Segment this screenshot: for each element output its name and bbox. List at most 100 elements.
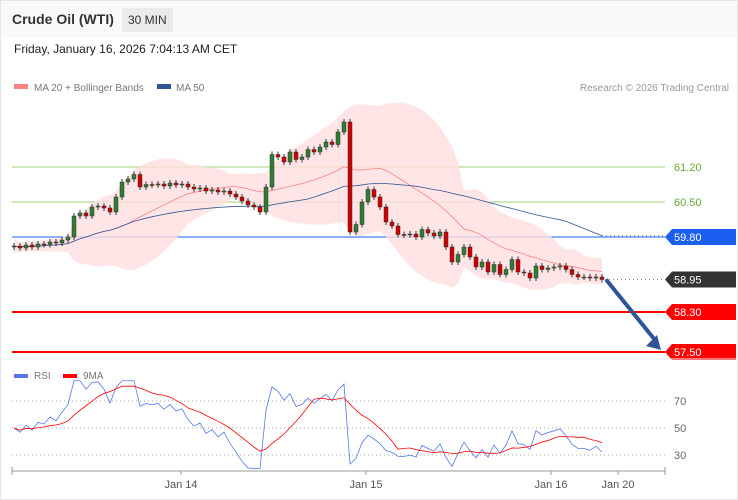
candle-body [179,183,185,186]
rsi-level-label: 70 [674,396,686,408]
candle-body [383,206,389,223]
candle-body [287,151,293,163]
candle-body [581,276,587,279]
candle-body [479,261,485,268]
candle-body [467,246,473,258]
pivot-price-tag [665,229,736,245]
forecast-arrow [604,278,657,342]
candle-body [191,186,197,190]
candle-body [263,186,269,213]
candle-body [431,232,437,237]
rsi-legend-swatch [14,374,28,378]
candle-body [293,151,299,160]
candle-body [41,243,47,246]
candle-body [557,265,563,268]
last-price-label: 58.95 [674,275,702,287]
candle-body [341,121,347,133]
bollinger-band [14,102,602,291]
rsi-line [13,380,603,469]
candle-body [53,241,59,244]
candle-body [317,146,323,153]
candle-body [11,245,17,248]
candle-body [245,200,251,206]
ma50-legend-swatch [157,84,171,89]
candle-body [497,264,503,275]
candle-body [509,259,515,270]
candle-body [131,174,137,180]
candle-body [413,233,419,238]
candle-body [575,274,581,278]
candle-body [539,265,545,270]
rsi-level-label: 50 [674,423,686,435]
rsi-ma-line [13,385,603,454]
candle-body [35,243,41,248]
candle-body [203,187,209,192]
candle-body [173,182,179,186]
candle-body [113,196,119,213]
candle-body [503,269,509,275]
candle-body [107,207,113,213]
candle-body [269,154,275,188]
time-label: Jan 15 [349,479,382,491]
candle-body [401,234,407,236]
bb-legend-swatch [14,84,28,89]
candle-body [593,276,599,279]
candle-body [461,246,467,255]
candle-body [29,244,35,248]
resistance-label: 61.20 [674,162,702,174]
candle-body [77,212,83,217]
candle-body [185,183,191,188]
candle-body [545,267,551,270]
candle-body [47,241,53,245]
ma50-line [13,183,603,248]
candle-body [95,205,101,208]
candle-body [143,184,149,188]
rsi-legend-label: RSI [34,371,51,382]
candle-body [233,193,239,198]
candle-body [161,183,167,187]
time-label: Jan 16 [534,479,567,491]
candle-body [305,149,311,158]
candle-body [125,178,131,183]
candle-body [359,201,365,225]
candle-body [149,184,155,186]
support-price-label: 57.50 [674,347,702,359]
ma9-legend-label: 9MA [83,371,104,382]
candle-body [311,149,317,153]
candle-body [197,187,203,190]
candle-body [323,141,329,148]
bb-legend-label: MA 20 + Bollinger Bands [34,83,144,94]
ma50-legend-label: MA 50 [176,83,205,94]
candle-body [155,183,161,186]
candle-body [473,256,479,268]
candle-body [569,269,575,275]
candle-body [101,205,107,209]
candle-body [353,224,359,233]
candle-body [491,264,497,273]
candle-body [89,206,95,217]
candle-body [389,221,395,227]
instrument-title: Crude Oil (WTI) [12,11,114,27]
candle-body [425,229,431,234]
candle-body [377,196,383,208]
support-price-label: 58.30 [674,307,702,319]
candle-body [17,245,23,249]
pivot-price-label: 59.80 [674,232,702,244]
last-price-tag [665,271,736,288]
candle-body [257,206,263,213]
datetime-label: Friday, January 16, 2026 7:04:13 AM CET [14,42,238,56]
credit-text: Research © 2026 Trading Central [580,83,729,94]
candle-body [215,189,221,193]
candle-body [485,261,491,273]
candle-body [527,272,533,279]
candle-body [71,215,77,238]
candle-body [299,156,305,160]
candle-body [227,190,233,195]
candle-body [23,244,29,249]
candle-body [239,196,245,202]
timeframe-button[interactable]: 30 MIN [122,8,173,32]
candle-body [521,271,527,274]
rsi-level-label: 30 [674,450,686,462]
